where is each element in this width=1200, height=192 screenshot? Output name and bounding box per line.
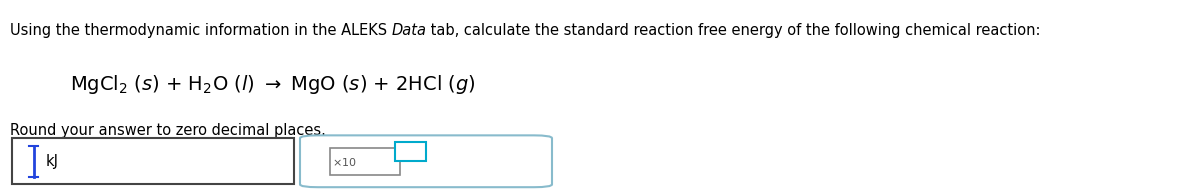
FancyBboxPatch shape <box>300 135 552 187</box>
FancyBboxPatch shape <box>330 148 400 175</box>
Text: kJ: kJ <box>46 154 59 169</box>
Text: tab, calculate the standard reaction free energy of the following chemical react: tab, calculate the standard reaction fre… <box>426 23 1040 38</box>
Text: Using the thermodynamic information in the ALEKS: Using the thermodynamic information in t… <box>10 23 391 38</box>
Text: $\times$10: $\times$10 <box>332 156 358 168</box>
FancyBboxPatch shape <box>12 138 294 184</box>
Text: $\mathsf{MgCl_2}$ $\mathit{(s)}$ + $\mathsf{H_2O}$ $\mathit{(l)}$ $\rightarrow$ : $\mathsf{MgCl_2}$ $\mathit{(s)}$ + $\mat… <box>70 73 475 96</box>
Text: Round your answer to zero decimal places.: Round your answer to zero decimal places… <box>10 123 325 138</box>
Text: Data: Data <box>391 23 426 38</box>
FancyBboxPatch shape <box>395 142 426 161</box>
